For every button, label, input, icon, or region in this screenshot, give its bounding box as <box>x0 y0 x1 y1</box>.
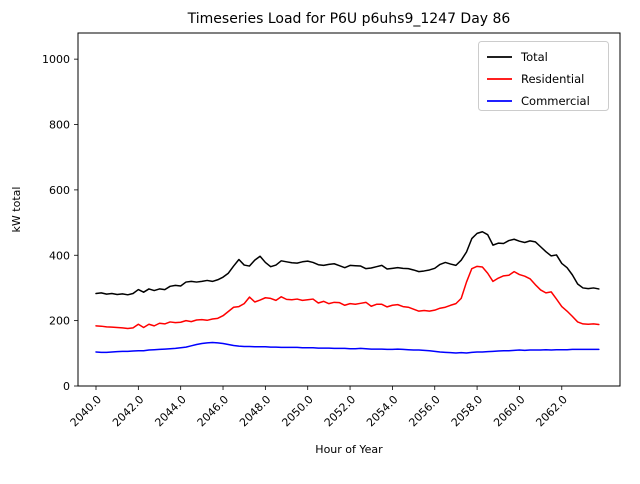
y-tick-label: 400 <box>49 249 70 262</box>
legend-residential-label: Residential <box>521 72 584 86</box>
x-tick-label: 2060.0 <box>491 393 527 429</box>
residential-line <box>95 265 600 330</box>
y-tick-label: 600 <box>49 184 70 197</box>
x-tick-label: 2044.0 <box>152 393 188 429</box>
x-tick-label: 2048.0 <box>237 393 273 429</box>
commercial-line <box>95 341 600 354</box>
x-tick-label: 2042.0 <box>110 393 146 429</box>
legend-commercial-label: Commercial <box>521 94 590 108</box>
y-tick-label: 0 <box>63 380 70 393</box>
x-tick-label: 2040.0 <box>68 393 104 429</box>
y-tick-label: 1000 <box>42 53 70 66</box>
legend: Total Residential Commercial <box>478 41 609 111</box>
x-tick-label: 2050.0 <box>279 393 315 429</box>
x-tick-label: 2056.0 <box>406 393 442 429</box>
x-tick-label: 2054.0 <box>364 393 400 429</box>
x-tick-label: 2062.0 <box>533 393 569 429</box>
legend-box <box>478 41 609 111</box>
legend-total-label: Total <box>520 50 548 64</box>
x-axis-label: Hour of Year <box>315 443 383 456</box>
y-tick-label: 200 <box>49 315 70 328</box>
y-axis-label: kW total <box>10 187 23 233</box>
chart-title: Timeseries Load for P6U p6uhs9_1247 Day … <box>187 11 511 27</box>
plot-border <box>77 32 621 387</box>
x-tick-label: 2052.0 <box>322 393 358 429</box>
y-tick-label: 800 <box>49 119 70 132</box>
x-tick-label: 2046.0 <box>195 393 231 429</box>
total-line <box>95 230 600 296</box>
x-tick-label: 2058.0 <box>449 393 485 429</box>
